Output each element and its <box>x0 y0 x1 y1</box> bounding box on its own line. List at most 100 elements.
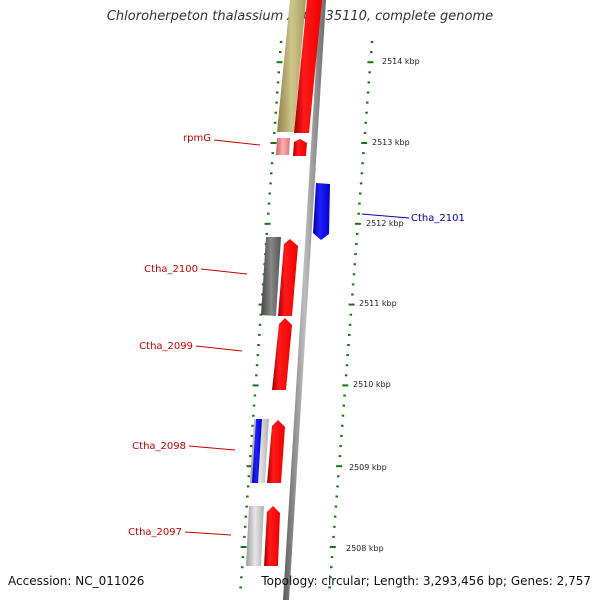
outer-scale-tick <box>348 333 351 336</box>
rpmG-gene <box>293 139 307 156</box>
inner-scale-tick <box>264 222 271 225</box>
outer-scale-tick <box>342 404 345 407</box>
inner-scale-tick <box>258 333 261 336</box>
inner-scale-tick <box>243 525 247 528</box>
ctha-2099-leader <box>195 345 243 352</box>
outer-scale-tick <box>340 434 343 437</box>
inner-scale-tick <box>257 344 260 346</box>
inner-scale-tick <box>259 313 263 316</box>
gene-label-ctha-2101[interactable]: Ctha_2101 <box>411 213 465 224</box>
outer-scale-tick <box>361 162 364 165</box>
outer-scale-tick <box>343 394 346 397</box>
outer-scale-tick <box>329 576 332 579</box>
inner-scale-tick <box>274 111 277 114</box>
outer-scale-tick <box>330 556 334 559</box>
outer-scale-tick <box>363 131 367 134</box>
gene-label-ctha-2099[interactable]: Ctha_2099 <box>139 341 193 352</box>
outer-scale-tick <box>358 202 361 205</box>
outer-scale-tick <box>342 384 349 387</box>
inner-scale-tick <box>243 535 246 538</box>
gene-label-ctha-2098[interactable]: Ctha_2098 <box>132 441 186 452</box>
gene-label-ctha-2100[interactable]: Ctha_2100 <box>144 264 198 275</box>
ctha-2098-stripe <box>252 419 262 483</box>
gene-label-rpmG[interactable]: rpmG <box>183 133 211 144</box>
inner-scale-tick <box>247 475 251 478</box>
outer-scale-tick <box>345 364 349 367</box>
outer-scale-tick <box>337 475 340 478</box>
ctha-2100-feature <box>261 237 281 316</box>
outer-scale-ticks <box>328 41 374 589</box>
outer-scale-tick <box>353 263 356 266</box>
outer-scale-tick <box>338 455 342 458</box>
outer-scale-tick <box>361 142 368 144</box>
scale-label-2514: 2514 kbp <box>382 57 420 66</box>
outer-scale-tick <box>336 465 343 468</box>
inner-scale-tick <box>273 131 276 134</box>
outer-scale-tick <box>370 51 373 54</box>
outer-scale-tick <box>354 253 357 256</box>
outer-scale-tick <box>354 222 361 225</box>
inner-scale-tick <box>249 455 252 458</box>
inner-scale-tick <box>246 485 250 488</box>
ctha-2097-leader <box>184 531 232 536</box>
rpmG-leader <box>213 139 261 146</box>
ctha-2098-gene <box>267 420 285 483</box>
outer-scale-tick <box>359 192 362 195</box>
inner-scale-tick <box>240 546 247 548</box>
inner-scale-tick <box>240 576 243 579</box>
outer-scale-tick <box>333 515 337 518</box>
inner-scale-tick <box>252 414 255 417</box>
forward-gene-top <box>294 0 322 133</box>
outer-scale-tick <box>333 525 336 528</box>
outer-scale-tick <box>355 243 358 245</box>
inner-scale-tick <box>244 515 248 518</box>
inner-scale-tick <box>246 465 253 468</box>
outer-scale-tick <box>366 91 370 94</box>
inner-scale-tick <box>277 71 280 74</box>
inner-scale-tick <box>265 232 268 235</box>
inner-scale-tick <box>246 495 249 498</box>
inner-scale-tick <box>255 364 259 367</box>
outer-scale-tick <box>366 101 369 104</box>
outer-scale-tick <box>359 182 363 185</box>
ctha-2101-gene <box>313 183 330 240</box>
outer-scale-tick <box>334 505 338 508</box>
rpmG-feature <box>276 138 290 155</box>
outer-scale-tick <box>328 586 331 589</box>
ctha-2100-leader <box>200 268 248 275</box>
gene-label-ctha-2097[interactable]: Ctha_2097 <box>128 527 182 538</box>
outer-scale-tick <box>367 81 371 84</box>
outer-scale-tick <box>344 374 348 377</box>
inner-scale-tick <box>267 202 271 205</box>
inner-scale-tick <box>250 434 254 437</box>
outer-scale-tick <box>360 172 364 175</box>
inner-scale-tick <box>239 586 242 589</box>
inner-scale-tick <box>255 374 258 377</box>
inner-scale-tick <box>273 121 277 124</box>
scale-label-2508: 2508 kbp <box>346 544 384 553</box>
outer-scale-tick <box>368 71 371 74</box>
outer-scale-tick <box>347 344 350 346</box>
inner-scale-tick <box>258 323 262 326</box>
outer-scale-tick <box>348 303 355 306</box>
outer-scale-tick <box>355 232 359 235</box>
outer-scale-tick <box>341 414 345 417</box>
inner-scale-tick <box>252 404 256 407</box>
inner-scale-tick <box>252 384 259 387</box>
inner-scale-tick <box>279 51 282 54</box>
inner-scale-tick <box>240 566 244 569</box>
inner-scale-tick <box>270 142 277 144</box>
outer-scale-tick <box>329 546 336 548</box>
outer-scale-tick <box>346 354 349 357</box>
scale-label-2513: 2513 kbp <box>372 138 410 147</box>
scale-label-2510: 2510 kbp <box>353 380 391 389</box>
inner-scale-tick <box>275 101 278 104</box>
scale-label-2512: 2512 kbp <box>366 219 404 228</box>
ctha-2098-leader <box>188 445 236 451</box>
outer-scale-tick <box>352 273 356 276</box>
outer-scale-tick <box>330 566 333 569</box>
ctha-2100-gene <box>278 239 298 316</box>
outer-scale-tick <box>367 61 374 64</box>
outer-scale-tick <box>335 495 338 498</box>
